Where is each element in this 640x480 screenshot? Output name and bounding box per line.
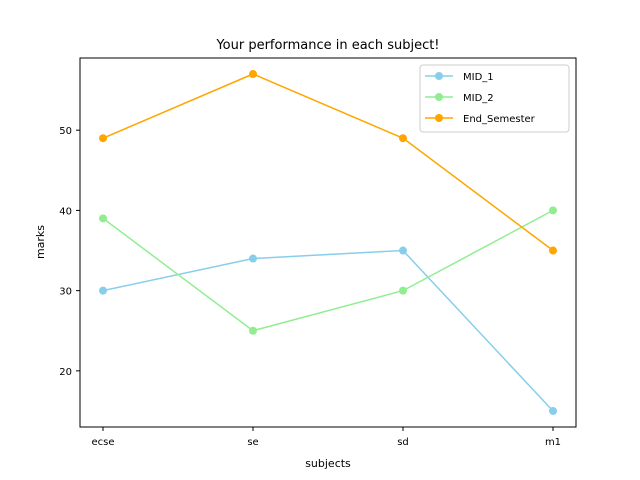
series-1 — [99, 246, 557, 415]
legend-entry: End_Semester — [425, 114, 536, 125]
x-axis-title: subjects — [305, 457, 351, 470]
data-point — [399, 286, 407, 295]
x-tick-label: m1 — [545, 437, 561, 448]
y-axis-title: marks — [34, 225, 47, 259]
legend: MID_1 MID_2 End_Semester — [419, 64, 570, 133]
legend-label: MID_2 — [463, 93, 494, 104]
series-line — [102, 249, 554, 412]
y-axis: 20 30 40 50 — [59, 126, 80, 378]
plot-area-frame — [79, 57, 577, 428]
y-tick-label: 20 — [59, 367, 72, 378]
series-3 — [99, 70, 557, 255]
legend-entry: MID_1 — [425, 72, 494, 83]
chart-title: Your performance in each subject! — [215, 38, 439, 53]
y-tick-label: 50 — [59, 126, 72, 137]
legend-marker — [435, 114, 443, 122]
data-point — [99, 214, 107, 223]
data-point — [549, 246, 557, 255]
data-point — [249, 70, 257, 79]
legend-entry: MID_2 — [425, 93, 494, 104]
data-point — [99, 286, 107, 295]
series-line — [102, 209, 554, 332]
data-point — [399, 134, 407, 143]
x-tick-label: se — [247, 437, 258, 448]
data-point — [549, 206, 557, 215]
series-line — [102, 73, 554, 252]
y-tick-label: 40 — [59, 206, 72, 217]
series-layer — [99, 70, 557, 415]
legend-label: MID_1 — [463, 72, 494, 83]
legend-marker — [435, 72, 443, 80]
data-point — [249, 326, 257, 335]
x-tick-label: ecse — [91, 437, 114, 448]
data-point — [549, 406, 557, 415]
data-point — [99, 134, 107, 143]
data-point — [249, 254, 257, 263]
x-axis: ecse se sd m1 — [91, 427, 561, 448]
y-tick-label: 30 — [59, 287, 72, 298]
series-2 — [99, 206, 557, 335]
legend-label: End_Semester — [463, 114, 536, 125]
data-point — [399, 246, 407, 255]
x-tick-label: sd — [397, 437, 409, 448]
legend-box — [419, 64, 570, 133]
legend-marker — [435, 93, 443, 101]
